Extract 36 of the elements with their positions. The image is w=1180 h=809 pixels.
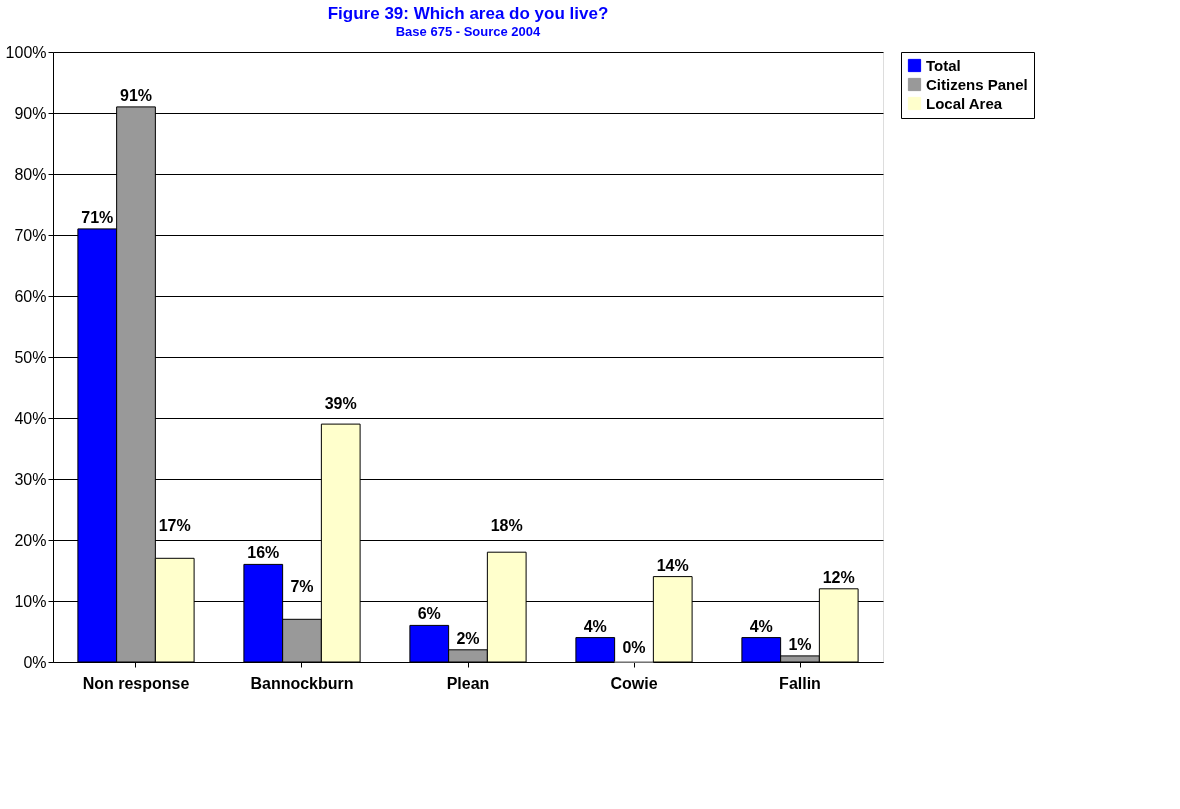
data-label: 6% — [417, 605, 441, 623]
y-tick-label: 100% — [5, 43, 47, 61]
data-label: 16% — [247, 544, 280, 562]
x-tick-label: Plean — [446, 674, 490, 692]
x-tick-label: Bannockburn — [250, 674, 354, 692]
legend-label: Citizens Panel — [926, 75, 1028, 93]
x-tick-label: Cowie — [610, 674, 658, 692]
y-tick-label: 60% — [14, 287, 47, 305]
y-tick-label: 90% — [14, 104, 47, 122]
y-tick-label: 80% — [14, 165, 47, 183]
legend-label: Local Area — [926, 94, 1003, 112]
data-label: 39% — [324, 395, 357, 412]
y-tick-label: 0% — [23, 653, 47, 671]
data-label: 17% — [158, 517, 191, 534]
chart-subtitle: Base 675 - Source 2004 — [395, 24, 542, 39]
x-tick-label: Non response — [82, 674, 190, 692]
y-tick-label: 20% — [14, 531, 47, 549]
y-tick-label: 50% — [14, 348, 47, 366]
y-tick-label: 70% — [14, 226, 47, 244]
data-label: 2% — [456, 629, 480, 647]
chart-title: Figure 39: Which area do you live? — [327, 4, 609, 23]
data-label: 1% — [788, 635, 812, 653]
data-label: 4% — [749, 617, 773, 635]
legend-label: Total — [926, 56, 961, 74]
data-label: 4% — [583, 617, 607, 635]
data-label: 18% — [490, 517, 523, 534]
data-label: 71% — [81, 208, 114, 226]
y-tick-label: 40% — [14, 409, 47, 427]
data-label: 91% — [119, 86, 153, 104]
data-label: 0% — [622, 639, 646, 656]
data-label: 12% — [822, 568, 855, 586]
x-tick-label: Fallin — [779, 674, 821, 692]
data-label: 14% — [656, 556, 689, 574]
y-tick-label: 10% — [14, 592, 47, 610]
data-label: 7% — [290, 578, 314, 595]
y-tick-label: 30% — [14, 470, 47, 488]
